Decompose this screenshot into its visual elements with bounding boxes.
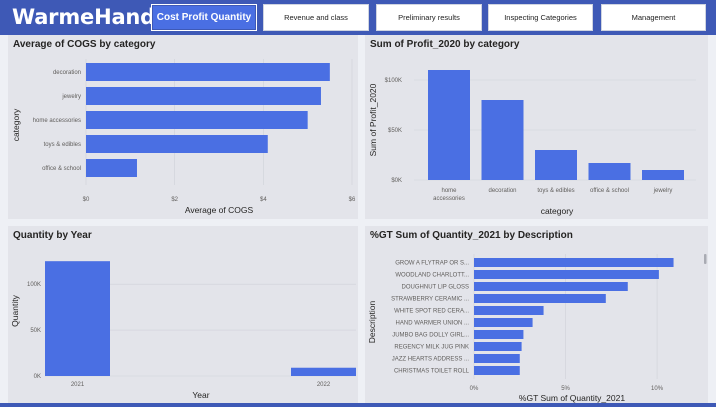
gt-description-label: STRAWBERRY CERAMIC ... — [391, 297, 469, 303]
quantity-by-year-visual[interactable]: Quantity by Year 0K 50K 100K 2021 2022 Year Qu… — [8, 226, 358, 403]
cogs-by-category-visual[interactable]: Average of COGS by category $0 $2 $4 $6 deco… — [8, 35, 358, 219]
gt-bar — [474, 330, 524, 339]
quantity-bar — [45, 261, 110, 376]
cogs-category-label: decoration — [53, 70, 81, 76]
tab-inspecting-categories[interactable]: Inspecting Categories — [488, 4, 593, 31]
tab-preliminary-results[interactable]: Preliminary results — [376, 4, 482, 31]
brand-title: WarmeHands — [12, 5, 168, 29]
gt-description-label: CHRISTMAS TOILET ROLL — [394, 369, 470, 375]
gt-y-axis-title: Description — [367, 300, 377, 343]
quantity-year-label: 2021 — [71, 382, 85, 388]
gt-x-tick: 5% — [561, 386, 570, 392]
gt-description-label: JAZZ HEARTS ADDRESS ... — [392, 357, 470, 363]
gt-description-label: REGENCY MILK JUG PINK — [394, 345, 469, 351]
cogs-bar — [86, 87, 321, 105]
profit-y-tick: $100K — [385, 78, 402, 84]
gt-description-label: WOODLAND CHARLOTT... — [395, 273, 469, 279]
quantity-x-axis-title: Year — [192, 390, 209, 400]
gt-quantity-by-description-visual[interactable]: %GT Sum of Quantity_2021 by Description … — [365, 226, 708, 403]
cogs-bar — [86, 159, 137, 177]
profit-category-label: home — [441, 188, 457, 194]
gt-bar — [474, 294, 606, 303]
bottom-bar — [0, 403, 716, 407]
cogs-x-tick: $2 — [171, 197, 178, 203]
gt-chart-title: %GT Sum of Quantity_2021 by Description — [370, 230, 573, 241]
gt-x-tick: 10% — [651, 386, 664, 392]
top-bar: WarmeHands Cost Profit Quantity Revenue … — [0, 0, 716, 36]
quantity-chart-title: Quantity by Year — [13, 230, 92, 241]
profit-bar — [481, 100, 524, 180]
gt-scrollbar — [704, 254, 707, 264]
cogs-x-tick: $6 — [349, 197, 356, 203]
quantity-year-label: 2022 — [317, 382, 331, 388]
cogs-bar-chart: $0 $2 $4 $6 decoration jewelry home accessorie… — [11, 59, 356, 215]
profit-bar-chart: $0K $50K $100K home accessories decoration toy… — [368, 70, 696, 216]
profit-bar — [535, 150, 577, 180]
cogs-bar — [86, 63, 330, 81]
cogs-category-label: jewelry — [61, 94, 81, 100]
gt-x-axis-title: %GT Sum of Quantity_2021 — [519, 393, 625, 403]
quantity-y-tick: 50K — [30, 328, 41, 334]
profit-y-axis-title: Sum of Profit_2020 — [368, 83, 378, 156]
quantity-y-tick: 100K — [27, 282, 41, 288]
profit-category-label: decoration — [488, 188, 516, 194]
quantity-bar — [291, 367, 356, 376]
gt-description-label: DOUGHNUT LIP GLOSS — [402, 285, 469, 291]
gt-bar — [474, 258, 674, 267]
gt-bar — [474, 306, 544, 315]
quantity-bar-chart: 0K 50K 100K 2021 2022 Year Quantity — [10, 261, 356, 400]
profit-chart-title: Sum of Profit_2020 by category — [370, 39, 520, 50]
gt-description-label: GROW A FLYTRAP OR S... — [395, 261, 469, 267]
gt-bar — [474, 282, 628, 291]
cogs-y-axis-title: category — [11, 108, 21, 141]
quantity-y-tick: 0K — [34, 374, 41, 380]
cogs-category-label: home accessories — [33, 118, 81, 124]
tab-revenue-and-class[interactable]: Revenue and class — [263, 4, 369, 31]
profit-bar — [588, 163, 631, 180]
gt-bar — [474, 366, 520, 375]
profit-category-label: accessories — [433, 196, 465, 202]
tab-cost-profit-quantity[interactable]: Cost Profit Quantity — [151, 4, 257, 31]
gt-bar-chart: 0% 5% 10% GROW A FLYTRAP OR S... WOODLAND CH… — [367, 254, 707, 403]
cogs-category-label: toys & edibles — [44, 142, 81, 148]
cogs-bar — [86, 135, 268, 153]
profit-category-label: office & school — [590, 188, 629, 194]
quantity-y-axis-title: Quantity — [10, 294, 20, 326]
gt-description-label: WHITE SPOT RED CERA... — [394, 309, 469, 315]
cogs-x-tick: $0 — [83, 197, 90, 203]
profit-category-label: jewelry — [653, 188, 673, 194]
gt-bar — [474, 318, 533, 327]
profit-bar — [428, 70, 470, 180]
profit-by-category-visual[interactable]: Sum of Profit_2020 by category $0K $50K $1… — [365, 35, 708, 219]
gt-bar — [474, 342, 522, 351]
tab-management[interactable]: Management — [601, 4, 706, 31]
gt-bar — [474, 354, 520, 363]
gt-x-tick: 0% — [470, 386, 479, 392]
cogs-category-label: office & school — [42, 166, 81, 172]
cogs-bar — [86, 111, 308, 129]
profit-y-tick: $0K — [391, 178, 402, 184]
cogs-chart-title: Average of COGS by category — [13, 39, 156, 50]
gt-description-label: HAND WARMER UNION ... — [396, 321, 470, 327]
profit-y-tick: $50K — [388, 128, 402, 134]
profit-category-label: toys & edibles — [537, 188, 574, 194]
gt-bar — [474, 270, 659, 279]
profit-x-axis-title: category — [541, 206, 574, 216]
profit-bar — [642, 170, 684, 180]
report-canvas: Average of COGS by category $0 $2 $4 $6 deco… — [0, 35, 716, 403]
cogs-x-axis-title: Average of COGS — [185, 205, 254, 215]
cogs-x-tick: $4 — [260, 197, 267, 203]
gt-description-label: JUMBO BAG DOLLY GIRL... — [392, 333, 469, 339]
